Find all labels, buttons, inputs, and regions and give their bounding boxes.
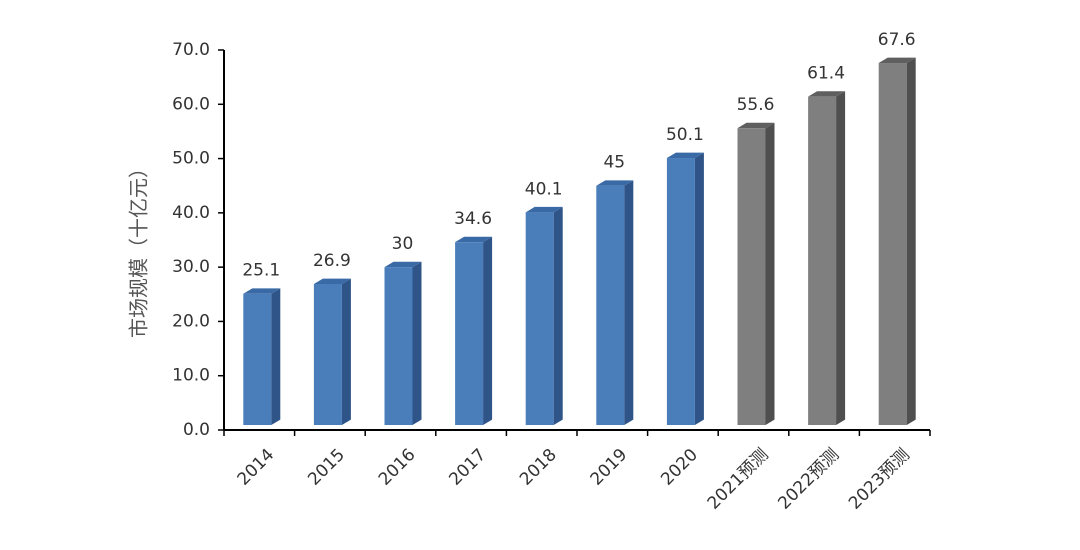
bar-side bbox=[765, 122, 775, 426]
bar-front bbox=[737, 128, 766, 425]
bar-top bbox=[666, 152, 704, 159]
x-tick-label: 2023预测 bbox=[845, 445, 914, 514]
bar-side bbox=[694, 152, 704, 425]
bar-front bbox=[808, 96, 837, 425]
bar bbox=[455, 236, 493, 425]
bar-front bbox=[455, 242, 484, 425]
x-tick-label: 2017 bbox=[445, 445, 490, 490]
bar-top bbox=[878, 57, 916, 64]
bar bbox=[666, 152, 704, 425]
bar bbox=[384, 261, 422, 425]
x-tick-label: 2019 bbox=[587, 445, 632, 490]
bar-front bbox=[243, 293, 272, 425]
bar bbox=[596, 180, 634, 425]
data-label: 40.1 bbox=[525, 179, 563, 199]
x-axis: 2014 2015 2016 2017 2018 2019 2020 2021预测 2022预测… bbox=[223, 429, 931, 514]
bar bbox=[243, 288, 281, 425]
y-tick-label: 60.0 bbox=[172, 94, 210, 114]
y-tick-label: 30.0 bbox=[172, 257, 210, 277]
y-axis: 0.0 10.0 20.0 30.0 40.0 50.0 60.0 70.0 bbox=[172, 40, 225, 440]
bar-side bbox=[412, 261, 422, 425]
bar-front bbox=[525, 212, 554, 425]
bar-top bbox=[525, 206, 563, 213]
bar-front bbox=[596, 185, 625, 425]
data-label: 25.1 bbox=[242, 261, 280, 281]
x-tick-label: 2021预测 bbox=[704, 445, 773, 514]
bar-top bbox=[455, 236, 493, 243]
bar-top bbox=[313, 278, 351, 284]
bar-side bbox=[483, 236, 493, 425]
x-tick-label: 2015 bbox=[304, 445, 349, 490]
data-label: 34.6 bbox=[454, 209, 492, 229]
bar-side bbox=[271, 288, 281, 425]
bar-side bbox=[624, 180, 634, 425]
y-tick-label: 20.0 bbox=[172, 311, 210, 331]
bar bbox=[313, 278, 351, 425]
bar bbox=[737, 122, 775, 426]
bar bbox=[808, 91, 846, 426]
bar-side bbox=[341, 278, 351, 425]
data-label: 50.1 bbox=[666, 125, 704, 145]
bar-top bbox=[596, 180, 634, 186]
bars bbox=[243, 57, 916, 426]
x-tick-label: 2018 bbox=[516, 445, 561, 490]
bar-front bbox=[313, 283, 342, 425]
bar-front bbox=[878, 63, 907, 426]
x-tick-label: 2016 bbox=[375, 445, 420, 490]
bar-side bbox=[906, 57, 916, 425]
bar-side bbox=[553, 206, 563, 425]
y-axis-title: 市场规模（十亿元） bbox=[127, 158, 151, 338]
bar-top bbox=[808, 91, 846, 97]
x-tick-label: 2014 bbox=[234, 445, 279, 490]
bar-front bbox=[666, 158, 695, 425]
y-tick-label: 40.0 bbox=[172, 203, 210, 223]
data-label: 55.6 bbox=[737, 95, 775, 115]
y-tick-label: 10.0 bbox=[172, 366, 210, 386]
x-tick-label: 2022预测 bbox=[774, 445, 843, 514]
bar-top bbox=[737, 122, 775, 129]
data-labels: 25.1 26.9 30 34.6 40.1 45 50.1 55.6 61.4 67.6 bbox=[242, 30, 915, 281]
y-tick-label: 70.0 bbox=[172, 40, 210, 60]
data-label: 67.6 bbox=[878, 30, 916, 50]
y-tick-label: 0.0 bbox=[183, 420, 210, 440]
bar bbox=[525, 206, 563, 425]
data-label: 45 bbox=[603, 153, 625, 173]
bar-front bbox=[384, 267, 413, 425]
data-label: 61.4 bbox=[807, 64, 845, 84]
y-tick-label: 50.0 bbox=[172, 149, 210, 169]
bar-top bbox=[384, 261, 422, 268]
bar-side bbox=[836, 91, 846, 426]
data-label: 26.9 bbox=[313, 251, 351, 271]
bar-top bbox=[243, 288, 281, 294]
bar bbox=[878, 57, 916, 426]
x-tick-label: 2020 bbox=[657, 445, 702, 490]
data-label: 30 bbox=[392, 234, 414, 254]
